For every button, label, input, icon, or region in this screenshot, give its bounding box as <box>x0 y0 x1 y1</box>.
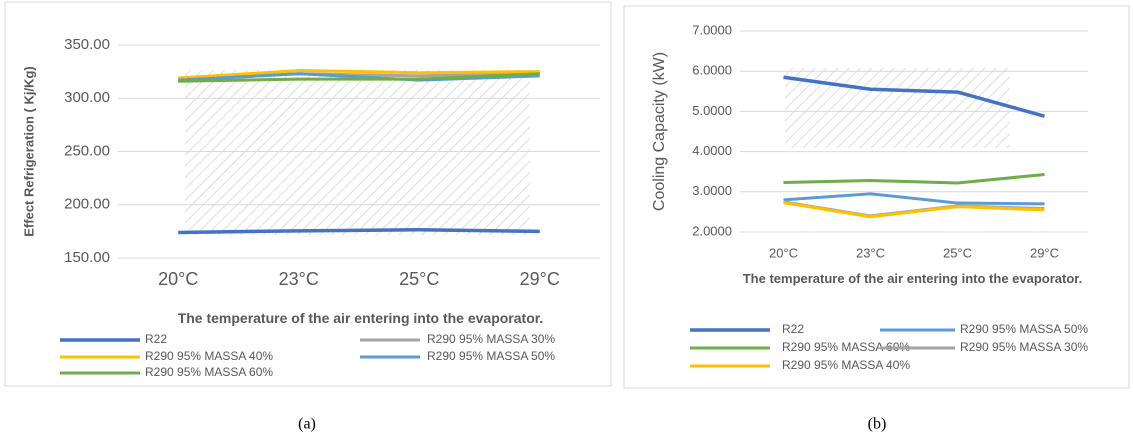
series-line <box>783 192 1045 206</box>
x-tick-label: 23°C <box>856 245 885 260</box>
legend-label: R22 <box>145 332 167 346</box>
x-tick-label: 23°C <box>279 269 319 289</box>
y-tick-label: 3.0000 <box>692 183 732 198</box>
y-axis-title: Cooling Capacity (kW) <box>651 52 668 211</box>
x-tick-label: 29°C <box>520 269 560 289</box>
series-line <box>783 173 1045 185</box>
y-tick-label: 200.00 <box>64 196 110 213</box>
hatch <box>185 70 530 235</box>
x-tick-label: 20°C <box>769 245 798 260</box>
hatch <box>785 68 1010 148</box>
legend-label: R290 95% MASSA 30% <box>427 332 555 346</box>
x-tick-label: 25°C <box>399 269 439 289</box>
series-line <box>178 72 540 82</box>
x-axis-title: The temperature of the air entering into… <box>177 310 544 326</box>
y-axis-title: Effect Refrigeration ( Kj/Kg) <box>21 66 36 236</box>
legend-label: R290 95% MASSA 60% <box>145 365 273 379</box>
legend-label: R290 95% MASSA 60% <box>782 340 910 354</box>
y-tick-label: 2.0000 <box>692 223 732 238</box>
y-tick-label: 300.00 <box>64 89 110 106</box>
legend-label: R290 95% MASSA 40% <box>782 358 910 372</box>
panel-label: (b) <box>868 416 887 433</box>
series-line <box>178 72 540 83</box>
y-tick-label: 350.00 <box>64 36 110 53</box>
series-line <box>178 228 540 235</box>
y-tick-label: 250.00 <box>64 142 110 159</box>
x-axis-title: The temperature of the air entering into… <box>742 271 1083 286</box>
y-tick-label: 5.0000 <box>692 103 732 118</box>
legend-label: R290 95% MASSA 30% <box>960 340 1088 354</box>
legend-label: R290 95% MASSA 50% <box>427 349 555 363</box>
series-line <box>178 69 540 80</box>
panel-label: (a) <box>298 416 316 433</box>
series-line <box>783 75 1045 118</box>
legend-label: R22 <box>782 322 804 336</box>
y-tick-label: 7.0000 <box>692 22 732 37</box>
x-tick-label: 29°C <box>1030 245 1059 260</box>
legend-label: R290 95% MASSA 50% <box>960 322 1088 336</box>
x-tick-label: 20°C <box>158 269 198 289</box>
legend-label: R290 95% MASSA 40% <box>145 349 273 363</box>
series-line <box>783 201 1045 219</box>
x-tick-label: 25°C <box>943 245 972 260</box>
y-tick-label: 4.0000 <box>692 143 732 158</box>
y-tick-label: 150.00 <box>64 249 110 266</box>
y-tick-label: 6.0000 <box>692 63 732 78</box>
